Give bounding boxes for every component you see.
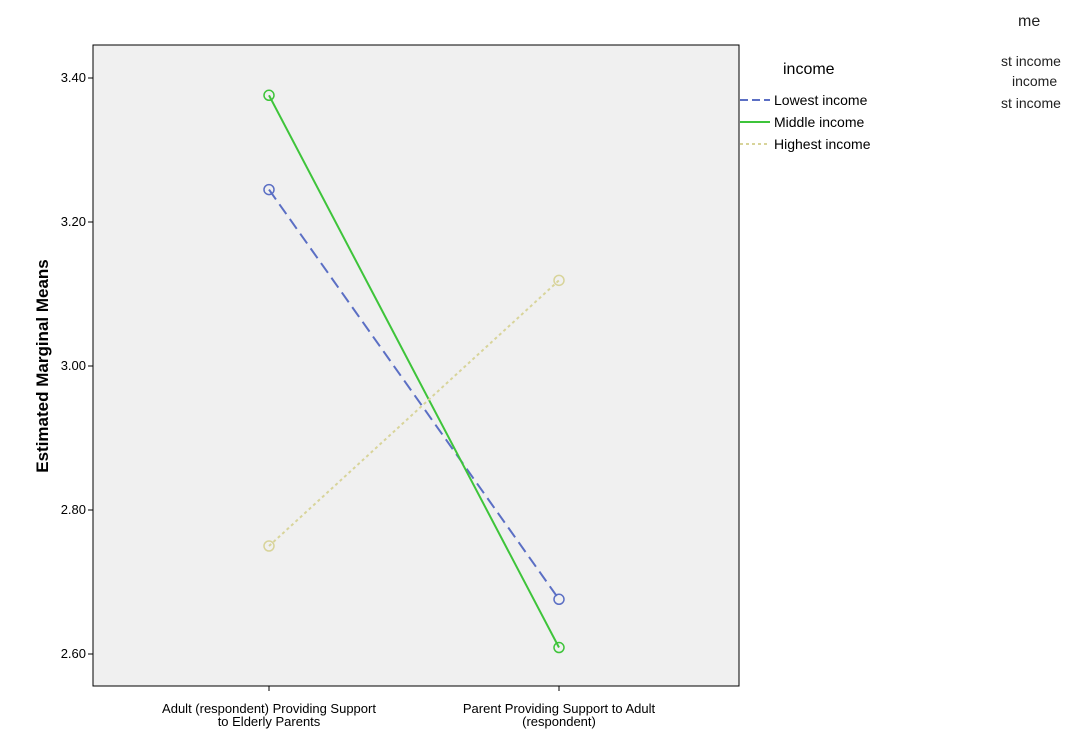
y-tick-label: 3.00 — [61, 358, 86, 373]
y-tick-label: 3.40 — [61, 70, 86, 85]
y-tick-label: 2.80 — [61, 502, 86, 517]
plot-area — [92, 44, 740, 687]
ghost-legend-title: me — [1018, 13, 1040, 30]
data-point — [263, 89, 275, 102]
data-point — [553, 274, 565, 287]
legend-label: Lowest income — [774, 92, 868, 108]
ghost-legend-item: st income — [1001, 95, 1061, 111]
series-line — [268, 94, 560, 648]
y-axis-label: Estimated Marginal Means — [33, 259, 52, 473]
data-point — [263, 540, 275, 552]
ghost-legend-item: st income — [1001, 53, 1061, 69]
x-tick-label: (respondent) — [522, 714, 596, 729]
x-tick-label: Parent Providing Support to Adult — [463, 701, 656, 716]
legend-label: Highest income — [774, 136, 871, 152]
series-layer — [263, 89, 565, 654]
legend-label: Middle income — [774, 114, 864, 130]
x-tick-label: to Elderly Parents — [218, 714, 321, 729]
legend: income Lowest income Middle income Highest… — [740, 61, 871, 152]
ghost-legend-item: income — [1012, 73, 1057, 89]
x-tick-label: Adult (respondent) Providing Support — [162, 701, 376, 716]
data-point — [263, 183, 275, 196]
y-axis: 2.60 2.80 3.00 3.20 3.40 — [61, 70, 93, 661]
y-tick-label: 2.60 — [61, 646, 86, 661]
data-point — [553, 593, 565, 606]
ghost-legend: me st income income st income — [1001, 13, 1061, 111]
legend-title: income — [783, 61, 835, 78]
data-point — [553, 641, 565, 654]
series-line — [268, 189, 560, 600]
y-tick-label: 3.20 — [61, 214, 86, 229]
